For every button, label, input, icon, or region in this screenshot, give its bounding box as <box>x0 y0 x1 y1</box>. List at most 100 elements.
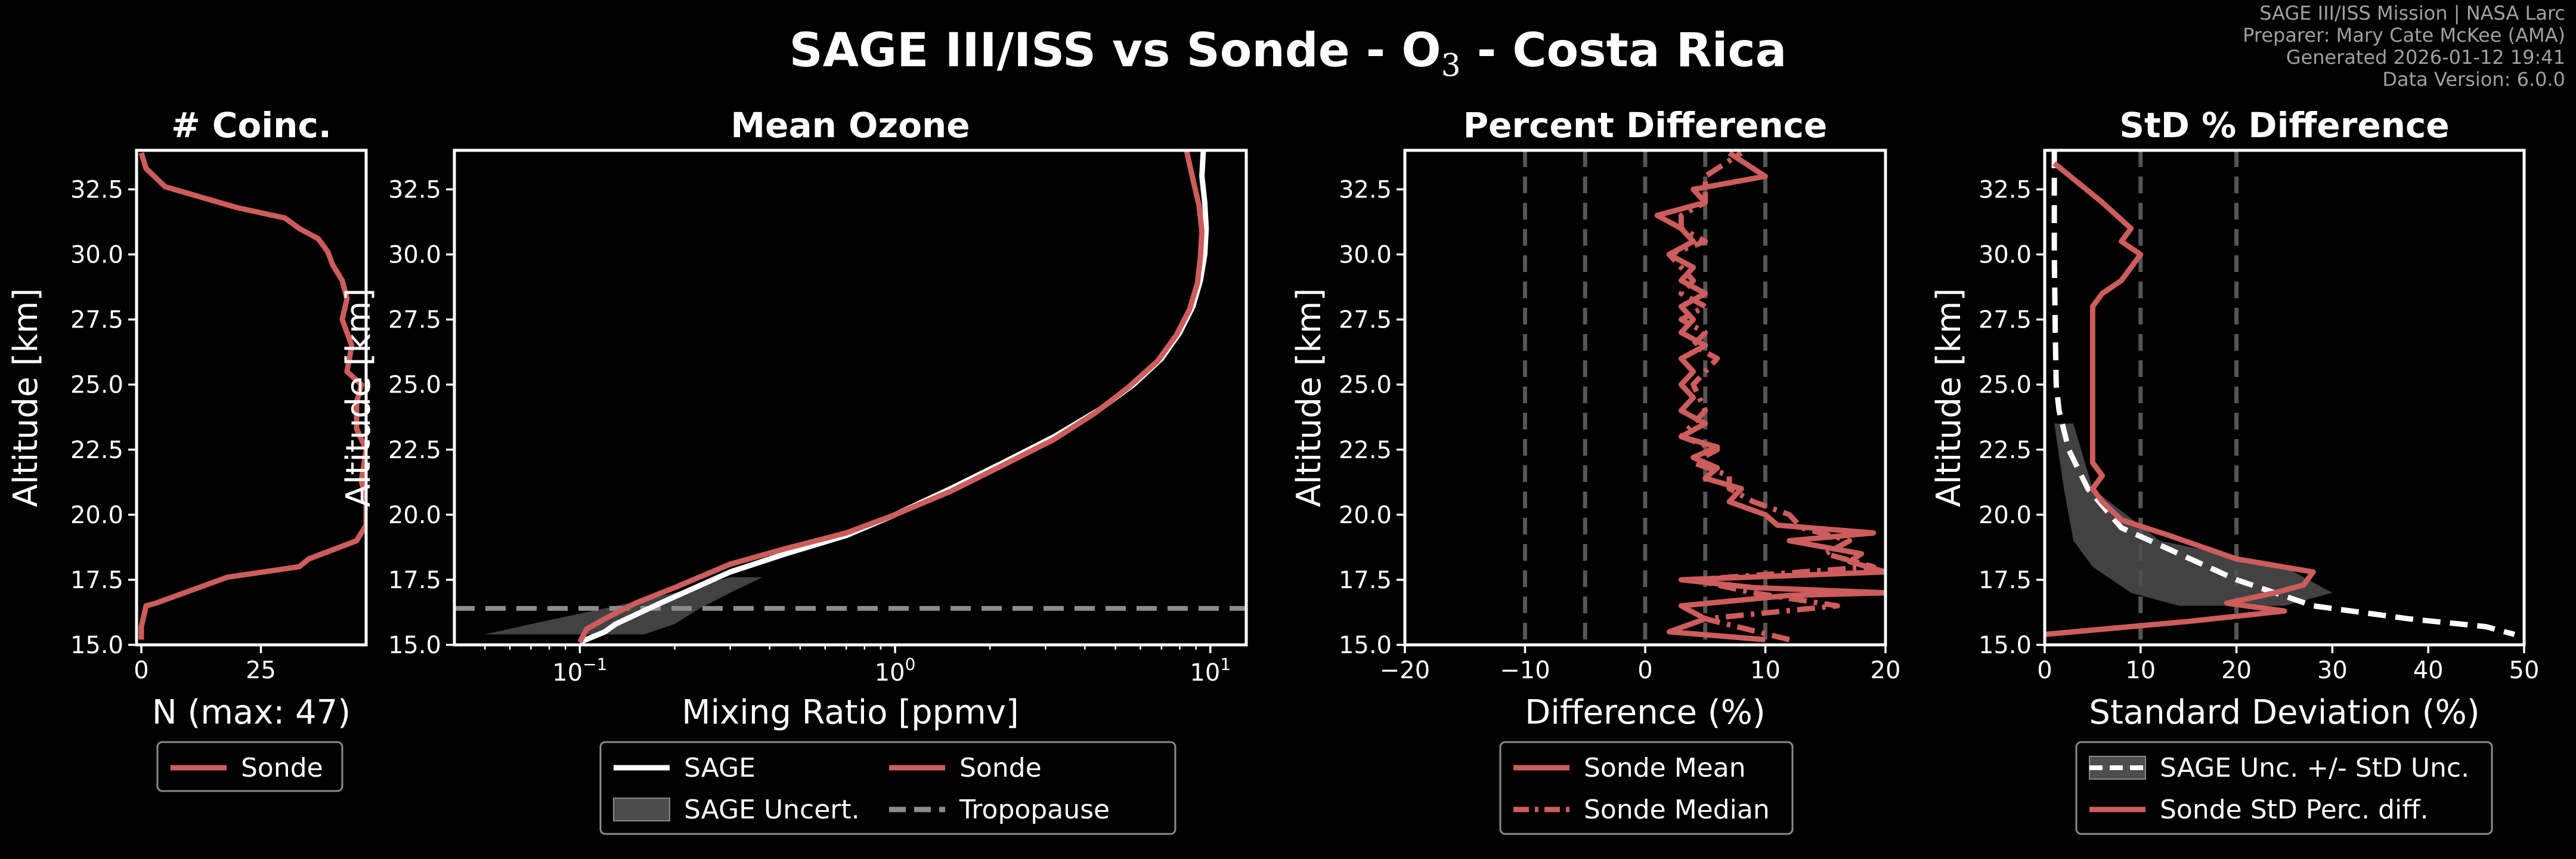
mean-y-axis-label: Altitude [km] <box>339 288 378 507</box>
meta-preparer: Preparer: Mary Cate McKee (AMA) <box>2243 24 2565 47</box>
mean-legend-label-tropopause: Tropopause <box>959 795 1110 825</box>
coinc-legend-box <box>156 741 343 792</box>
mean-xtick-exponent: 0 <box>905 654 916 674</box>
coinc-ytick-label: 22.5 <box>70 437 123 464</box>
coinc-ytick-label: 30.0 <box>70 242 123 269</box>
pct-ytick-label: 25.0 <box>1339 372 1392 399</box>
main-title-suffix: - Costa Rica <box>1460 24 1787 78</box>
pct-series-sonde-median <box>1666 150 1877 642</box>
mean-ytick-label: 20.0 <box>388 502 441 529</box>
std-xtick-label: 30 <box>2317 657 2348 684</box>
mean-xtick-base: 10 <box>552 659 583 687</box>
std-legend-label-sage-unc-std-unc-: SAGE Unc. +/- StD Unc. <box>2160 753 2469 783</box>
mean-xtick-label: 101 <box>1190 654 1231 687</box>
pct-y-axis-label: Altitude [km] <box>1290 288 1329 507</box>
coinc-legend-label-sonde: Sonde <box>241 753 323 783</box>
pct-legend-label-sonde-median: Sonde Median <box>1584 795 1770 825</box>
meta-version: Data Version: 6.0.0 <box>2382 68 2565 91</box>
std-panel: 15.0 17.5 20.0 22.5 25.0 27.5 30.0 32.5 0 10 20 30 4… <box>1930 105 2540 835</box>
std-ytick-label: 17.5 <box>1979 567 2032 594</box>
mean-x-axis-label: Mixing Ratio [ppmv] <box>682 693 1018 732</box>
mean-plot-area <box>454 150 1246 645</box>
coinc-ytick-label: 20.0 <box>70 502 123 529</box>
pct-plot-area <box>1523 150 1885 645</box>
std-y-axis-label: Altitude [km] <box>1930 288 1968 507</box>
std-ytick-label: 27.5 <box>1979 307 2032 334</box>
coinc-x-axis-label: N (max: 47) <box>152 693 351 732</box>
mean-ytick-label: 25.0 <box>388 372 441 399</box>
pct-ytick-label: 30.0 <box>1339 242 1392 269</box>
std-axes-frame <box>2043 149 2526 647</box>
std-ytick-label: 15.0 <box>1979 632 2032 659</box>
mean-xtick-label: 100 <box>875 654 916 687</box>
main-title: SAGE III/ISS vs Sonde - O3 - Costa Rica <box>0 24 2576 84</box>
pct-ytick-label: 17.5 <box>1339 567 1392 594</box>
pct-ytick-label: 20.0 <box>1339 502 1392 529</box>
pct-panel: 15.0 17.5 20.0 22.5 25.0 27.5 30.0 32.5 −20 −10 0 1… <box>1290 105 1901 835</box>
pct-xtick-label: −20 <box>1380 657 1430 684</box>
pct-xtick-label: 20 <box>1871 657 1901 684</box>
mean-xtick-base: 10 <box>1190 659 1220 687</box>
pct-ytick-label: 22.5 <box>1339 437 1392 464</box>
mean-ytick-label: 30.0 <box>388 242 441 269</box>
std-plot-area <box>2045 150 2516 645</box>
coinc-legend: Sonde <box>156 741 343 792</box>
mean-uncert-band <box>485 577 763 635</box>
mean-ytick-label: 17.5 <box>388 567 441 594</box>
std-ytick-label: 30.0 <box>1979 242 2032 269</box>
pct-xtick-label: −10 <box>1500 657 1550 684</box>
std-legend-label-sonde-std-perc-diff-: Sonde StD Perc. diff. <box>2160 795 2429 825</box>
pct-xtick-label: 0 <box>1637 657 1652 684</box>
coinc-axes-frame <box>135 149 368 647</box>
coinc-ytick-label: 27.5 <box>70 307 123 334</box>
mean-legend-label-sage: SAGE <box>684 753 756 783</box>
mean-ytick-label: 22.5 <box>388 437 441 464</box>
pct-xtick-label: 10 <box>1750 657 1781 684</box>
std-legend-box <box>2075 741 2493 835</box>
mean-legend-swatch-sage-uncert- <box>613 798 670 821</box>
pct-ytick-label: 32.5 <box>1339 176 1392 203</box>
coinc-xtick-label: 0 <box>134 657 148 684</box>
coinc-ytick-label: 25.0 <box>70 372 123 399</box>
mean-legend: SAGE Sonde SAGE Uncert. Tropopause <box>599 741 1176 835</box>
pct-legend-label-sonde-mean: Sonde Mean <box>1584 753 1746 783</box>
mean-ytick-label: 15.0 <box>388 632 441 659</box>
std-series-sage-unc-std-unc- <box>2051 150 2516 637</box>
mean-series-sage <box>578 150 1209 645</box>
std-xtick-label: 10 <box>2125 657 2156 684</box>
main-title-subscript: 3 <box>1441 48 1461 84</box>
std-ytick-label: 32.5 <box>1979 176 2032 203</box>
std-xtick-label: 0 <box>2037 657 2052 684</box>
pct-panel-title: Percent Difference <box>1463 105 1828 146</box>
mean-xtick-label: 10−1 <box>552 654 607 687</box>
std-legend: SAGE Unc. +/- StD Unc. Sonde StD Perc. di… <box>2075 741 2493 835</box>
pct-ytick-label: 27.5 <box>1339 307 1392 334</box>
std-xtick-label: 20 <box>2221 657 2252 684</box>
std-panel-title: StD % Difference <box>2119 105 2449 146</box>
mean-ytick-label: 32.5 <box>388 176 441 203</box>
coinc-ytick-label: 17.5 <box>70 567 123 594</box>
meta-mission: SAGE III/ISS Mission | NASA Larc <box>2259 2 2565 24</box>
std-x-axis-label: Standard Deviation (%) <box>2089 693 2479 732</box>
main-title-prefix: SAGE III/ISS vs Sonde - O <box>789 24 1441 78</box>
mean-panel-title: Mean Ozone <box>730 105 970 146</box>
pct-ytick-label: 15.0 <box>1339 632 1392 659</box>
std-ytick-label: 20.0 <box>1979 502 2032 529</box>
std-series-sonde-std-perc-diff- <box>2045 161 2316 637</box>
pct-series-sonde-mean <box>1654 150 1885 642</box>
coinc-series-sonde <box>138 152 366 640</box>
mean-series-sonde <box>577 150 1205 644</box>
mean-legend-label-sage-uncert-: SAGE Uncert. <box>684 795 860 825</box>
pct-legend: Sonde Mean Sonde Median <box>1499 741 1794 835</box>
pct-x-axis-label: Difference (%) <box>1525 693 1765 732</box>
mean-panel: 15.017.520.022.525.027.530.032.510−1 100 1… <box>339 105 1248 835</box>
coinc-panel: 15.0 17.5 20.0 22.5 25.0 27.5 30.0 32.5 0 25 # Coi… <box>7 105 368 792</box>
std-uncert-band <box>2054 424 2333 606</box>
mean-ytick-label: 27.5 <box>388 307 441 334</box>
mean-xtick-exponent: 1 <box>1220 654 1231 674</box>
coinc-ytick-label: 32.5 <box>70 176 123 203</box>
std-xtick-label: 50 <box>2509 657 2540 684</box>
mean-xtick-base: 10 <box>875 659 905 687</box>
coinc-ytick-label: 15.0 <box>70 632 123 659</box>
